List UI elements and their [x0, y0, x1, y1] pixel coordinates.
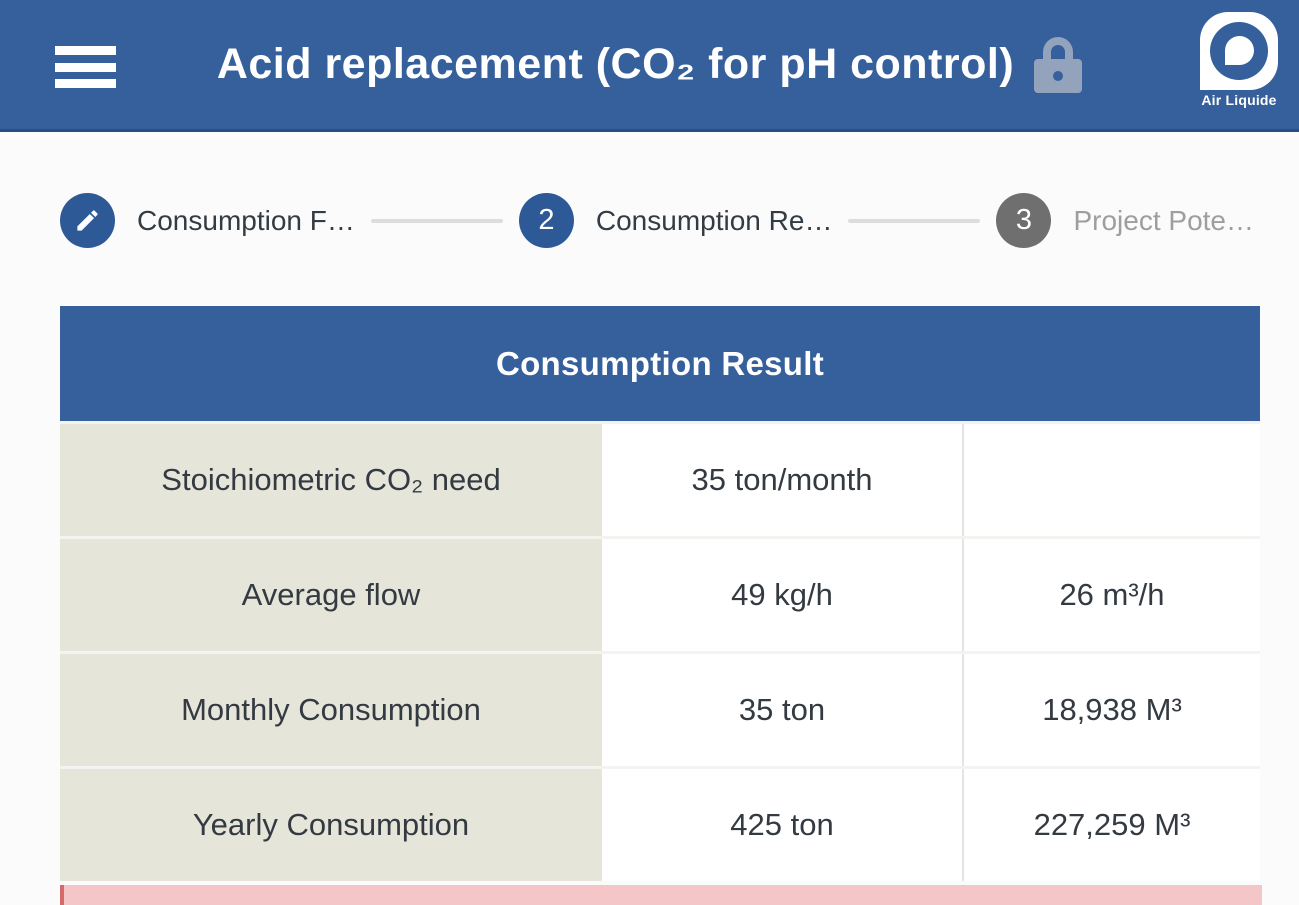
table-row: Stoichiometric CO₂ need 35 ton/month [60, 421, 1260, 536]
consumption-result-table: Consumption Result Stoichiometric CO₂ ne… [60, 306, 1260, 881]
table-row: Monthly Consumption 35 ton 18,938 M³ [60, 651, 1260, 766]
table-row: Average flow 49 kg/h 26 m³/h [60, 536, 1260, 651]
table-title: Consumption Result [495, 344, 825, 382]
page-title: Acid replacement (CO₂ for pH control) [216, 40, 1015, 88]
table-header: Consumption Result [60, 306, 1260, 421]
step-connector [370, 218, 503, 223]
row-label: Yearly Consumption [60, 769, 602, 881]
row-value-volume: 26 m³/h [962, 539, 1260, 651]
title-area: Acid replacement (CO₂ for pH control) [0, 0, 1299, 129]
row-label: Average flow [60, 539, 602, 651]
step-connector [848, 218, 981, 223]
row-value-mass: 425 ton [602, 769, 962, 881]
row-label: Monthly Consumption [60, 654, 602, 766]
row-value-mass: 35 ton/month [602, 424, 962, 536]
step-3-label: Project Pote… [1073, 204, 1254, 236]
step-2-number-badge[interactable]: 2 [518, 193, 574, 248]
hamburger-icon [55, 46, 116, 55]
app-header: Acid replacement (CO₂ for pH control) Ai… [0, 0, 1299, 132]
alert-strip [60, 885, 1262, 905]
step-2-label: Consumption Re… [595, 204, 833, 236]
step-1-consumption-form[interactable]: Consumption F… [60, 193, 355, 248]
row-label: Stoichiometric CO₂ need [60, 424, 602, 536]
table-row: Yearly Consumption 425 ton 227,259 M³ [60, 766, 1260, 881]
air-liquide-logo: Air Liquide [1193, 12, 1285, 108]
air-liquide-logo-mark [1200, 12, 1278, 90]
pencil-edit-icon[interactable] [60, 193, 115, 248]
row-value-volume [962, 424, 1260, 536]
step-1-label: Consumption F… [137, 204, 355, 236]
step-3-number-badge[interactable]: 3 [996, 193, 1052, 248]
row-value-mass: 35 ton [602, 654, 962, 766]
lock-icon [1034, 36, 1083, 93]
logo-brand-text: Air Liquide [1201, 92, 1277, 108]
step-3-project-potential[interactable]: 3 Project Pote… [996, 193, 1254, 248]
row-value-mass: 49 kg/h [602, 539, 962, 651]
wizard-stepper: Consumption F… 2 Consumption Re… 3 Proje… [60, 193, 1254, 248]
menu-button[interactable] [55, 46, 116, 88]
row-value-volume: 18,938 M³ [962, 654, 1260, 766]
step-2-consumption-result[interactable]: 2 Consumption Re… [518, 193, 833, 248]
row-value-volume: 227,259 M³ [962, 769, 1260, 881]
